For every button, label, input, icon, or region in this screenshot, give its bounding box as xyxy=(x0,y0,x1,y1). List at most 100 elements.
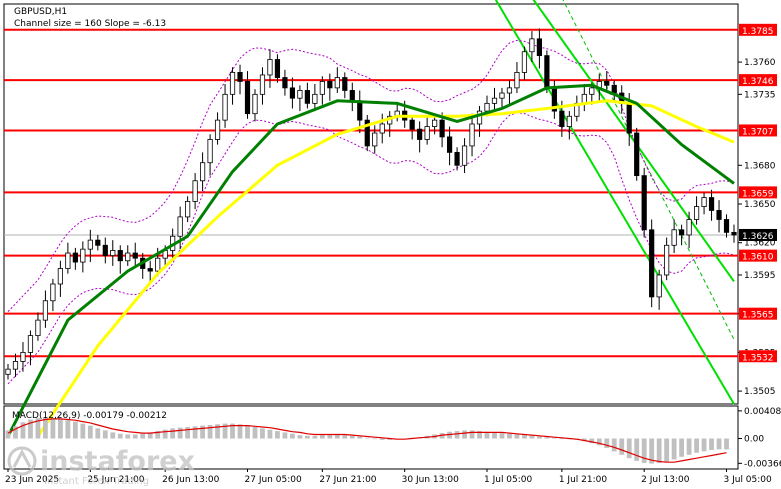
candle-body-71 xyxy=(536,38,543,57)
candle-body-11 xyxy=(87,239,93,250)
candle-10 xyxy=(80,241,86,273)
macd-bar-16 xyxy=(125,434,131,439)
moving-averages xyxy=(6,83,735,438)
candle-body-34 xyxy=(259,74,266,95)
macd-bar-72 xyxy=(544,437,550,439)
candle-92 xyxy=(693,196,700,225)
candle-body-48 xyxy=(364,119,370,147)
candle-31 xyxy=(237,64,243,95)
watermark: instaforex Instant Forex Trading xyxy=(7,446,195,487)
candle-body-26 xyxy=(199,162,206,182)
macd-bar-3 xyxy=(28,419,33,439)
candle-16 xyxy=(125,245,131,266)
candle-49 xyxy=(372,125,378,154)
macd-bar-29 xyxy=(222,423,228,439)
level-tag-2: 1.3707 xyxy=(742,127,774,137)
watermark-tagline: Instant Forex Trading xyxy=(44,476,149,487)
candle-body-85 xyxy=(641,175,647,231)
candle-body-38 xyxy=(289,87,296,99)
candle-84 xyxy=(634,127,640,181)
macd-bar-38 xyxy=(290,433,295,439)
candle-body-31 xyxy=(237,71,243,82)
macd-bar-15 xyxy=(117,433,123,439)
macd-bar-37 xyxy=(282,432,288,439)
candle-8 xyxy=(65,242,71,274)
candlestick-series xyxy=(5,28,737,380)
candle-body-56 xyxy=(424,126,430,140)
candle-body-74 xyxy=(559,110,565,127)
macd-bar-95 xyxy=(716,438,722,450)
candle-body-10 xyxy=(80,248,86,263)
price-tick-label-2: 1.3680 xyxy=(744,161,776,171)
macd-bar-13 xyxy=(102,430,108,439)
macd-bar-0 xyxy=(5,430,11,439)
macd-bar-32 xyxy=(245,425,250,439)
macd-bar-49 xyxy=(372,438,378,440)
candle-body-81 xyxy=(611,84,617,94)
candle-body-62 xyxy=(469,123,475,147)
candle-body-65 xyxy=(491,97,498,104)
candle-body-4 xyxy=(35,319,41,337)
macd-bar-40 xyxy=(304,435,310,439)
macd-bar-83 xyxy=(626,438,632,459)
candle-44 xyxy=(334,67,340,94)
macd-bar-17 xyxy=(132,434,138,439)
candle-0 xyxy=(5,364,11,380)
macd-bar-7 xyxy=(57,418,63,439)
candle-57 xyxy=(432,114,438,135)
candle-85 xyxy=(641,167,647,238)
candle-body-68 xyxy=(514,71,520,89)
candle-body-70 xyxy=(529,38,535,53)
macd-bar-26 xyxy=(200,425,205,439)
macd-bar-18 xyxy=(140,433,146,439)
level-tag-bg-2 xyxy=(739,124,777,137)
macd-tick-label-1: 0.00 xyxy=(744,435,764,445)
macd-bar-5 xyxy=(43,417,48,439)
macd-bar-8 xyxy=(65,420,71,439)
time-tick-label-9: 3 Jul 05:00 xyxy=(724,475,773,485)
time-tick-label-5: 30 Jun 13:00 xyxy=(402,475,459,485)
macd-bar-50 xyxy=(379,438,385,440)
candle-3 xyxy=(27,330,34,366)
candle-body-80 xyxy=(604,81,610,86)
macd-bar-63 xyxy=(477,431,482,439)
candle-body-64 xyxy=(484,102,490,112)
candle-body-87 xyxy=(656,274,662,298)
level-tag-5: 1.3565 xyxy=(742,311,774,321)
macd-bar-96 xyxy=(724,438,729,450)
macd-bar-81 xyxy=(611,438,617,452)
candle-41 xyxy=(312,84,318,112)
candle-38 xyxy=(289,77,296,109)
macd-bar-60 xyxy=(454,431,460,439)
candle-body-69 xyxy=(521,51,528,73)
channel-lower-line xyxy=(494,0,735,405)
time-tick-label-8: 2 Jul 13:00 xyxy=(641,475,690,485)
candle-12 xyxy=(95,234,101,251)
candle-68 xyxy=(514,62,520,94)
candle-body-28 xyxy=(214,119,221,140)
candle-body-89 xyxy=(671,229,677,246)
candle-26 xyxy=(199,152,206,192)
macd-panel: 0.00408 0.00 -0.00366 xyxy=(5,407,781,469)
candle-body-43 xyxy=(327,81,333,89)
candle-body-57 xyxy=(432,119,438,127)
macd-bar-85 xyxy=(641,438,647,463)
macd-bar-89 xyxy=(671,438,677,460)
candle-body-27 xyxy=(207,139,213,164)
level-tag-bg-6 xyxy=(739,350,777,363)
price-tick-label-4: 1.3620 xyxy=(744,239,776,249)
level-tag-1: 1.3746 xyxy=(742,77,774,87)
candle-62 xyxy=(469,113,475,157)
candle-body-2 xyxy=(20,351,26,362)
macd-bar-42 xyxy=(319,435,325,439)
candle-body-91 xyxy=(686,219,692,236)
candle-body-86 xyxy=(649,229,655,298)
macd-bar-14 xyxy=(110,432,116,439)
candle-body-90 xyxy=(679,229,685,236)
candle-body-24 xyxy=(185,201,191,218)
candle-30 xyxy=(229,67,236,105)
macd-bar-69 xyxy=(522,435,527,439)
candle-11 xyxy=(87,229,93,263)
macd-bar-51 xyxy=(387,438,393,440)
candle-body-50 xyxy=(379,123,385,134)
